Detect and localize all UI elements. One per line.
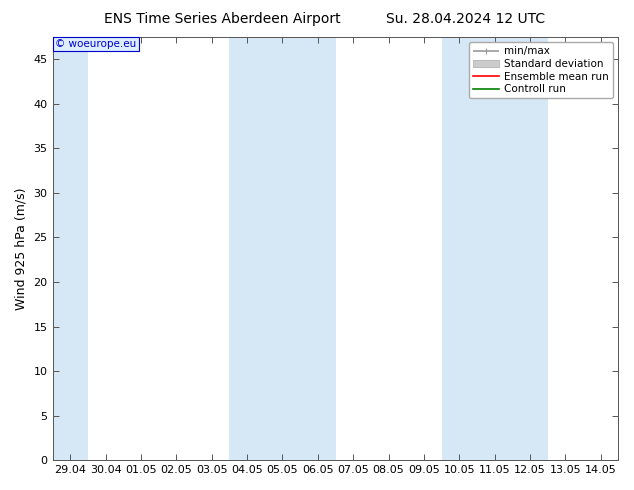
- Bar: [230, 37, 335, 460]
- Text: Su. 28.04.2024 12 UTC: Su. 28.04.2024 12 UTC: [387, 12, 545, 26]
- Bar: [53, 37, 88, 460]
- Legend: min/max, Standard deviation, Ensemble mean run, Controll run: min/max, Standard deviation, Ensemble me…: [469, 42, 613, 98]
- Y-axis label: Wind 925 hPa (m/s): Wind 925 hPa (m/s): [15, 187, 28, 310]
- Text: © woeurope.eu: © woeurope.eu: [55, 39, 136, 49]
- Bar: [442, 37, 548, 460]
- Text: ENS Time Series Aberdeen Airport: ENS Time Series Aberdeen Airport: [103, 12, 340, 26]
